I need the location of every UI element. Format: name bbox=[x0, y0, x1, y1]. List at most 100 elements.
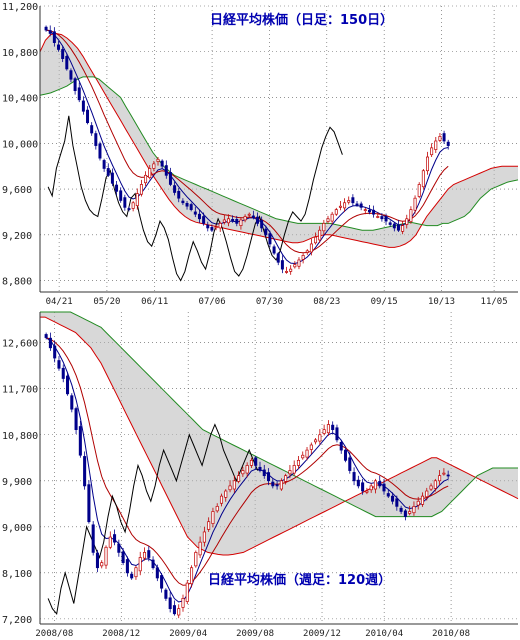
candle-down bbox=[254, 457, 258, 466]
candle-up bbox=[144, 174, 148, 184]
candle-up bbox=[247, 213, 251, 216]
daily-ichimoku-panel: 11,20010,80010,40010,0009,6009,2008,800 … bbox=[2, 2, 519, 307]
candle-up bbox=[326, 218, 330, 222]
candle-down bbox=[399, 507, 403, 512]
candle-up bbox=[301, 255, 305, 260]
candle-up bbox=[185, 582, 189, 602]
candle-down bbox=[57, 44, 61, 50]
candle-up bbox=[239, 219, 243, 226]
candle-down bbox=[197, 213, 201, 220]
x-tick-label: 2009/12 bbox=[303, 629, 341, 639]
candle-up bbox=[409, 209, 413, 222]
y-tick-label: 8,800 bbox=[2, 277, 32, 288]
candle-down bbox=[185, 202, 189, 207]
candle-down bbox=[262, 469, 266, 477]
candle-up bbox=[194, 552, 198, 567]
y-tick-label: 9,000 bbox=[2, 523, 32, 534]
daily-y-axis: 11,200 10,800 10,400 10,000 9,600 9,200 8,800 bbox=[2, 2, 41, 292]
daily-x-axis: 04/21 05/20 06/11 07/06 07/30 08/23 09/15 10/13… bbox=[40, 291, 518, 307]
candle-up bbox=[430, 147, 434, 156]
candle-up bbox=[305, 449, 309, 458]
y-tick-label: 10,800 bbox=[2, 48, 38, 59]
x-tick-label: 11/05 bbox=[481, 297, 508, 307]
candle-down bbox=[115, 184, 119, 192]
weekly-kumo-cloud bbox=[40, 311, 519, 556]
y-tick-label: 9,600 bbox=[2, 185, 32, 196]
candle-down bbox=[386, 493, 390, 497]
candle-down bbox=[331, 424, 335, 430]
candle-down bbox=[396, 224, 400, 231]
candle-down bbox=[78, 426, 82, 456]
candle-up bbox=[241, 470, 245, 475]
candle-down bbox=[352, 472, 356, 482]
candle-down bbox=[83, 456, 87, 487]
candle-up bbox=[322, 429, 326, 434]
candle-down bbox=[61, 49, 65, 59]
y-tick-label: 8,100 bbox=[2, 569, 32, 580]
candle-up bbox=[438, 475, 442, 482]
y-tick-label: 10,400 bbox=[2, 94, 38, 105]
candle-down bbox=[275, 484, 279, 487]
candle-down bbox=[181, 200, 185, 204]
candle-down bbox=[65, 55, 69, 70]
candle-up bbox=[108, 536, 112, 548]
candle-up bbox=[219, 495, 224, 504]
candle-up bbox=[279, 480, 283, 490]
x-tick-label: 2008/12 bbox=[102, 629, 140, 639]
candle-down bbox=[276, 253, 280, 263]
candle-down bbox=[256, 216, 260, 224]
candle-down bbox=[260, 220, 264, 229]
candle-down bbox=[168, 172, 172, 185]
candle-up bbox=[148, 168, 152, 178]
x-tick-label: 10/13 bbox=[428, 297, 455, 307]
candle-up bbox=[417, 184, 421, 197]
candle-down bbox=[339, 442, 343, 451]
candle-down bbox=[70, 395, 74, 410]
candle-up bbox=[365, 490, 369, 493]
candle-down bbox=[117, 543, 121, 553]
candle-up bbox=[438, 136, 442, 141]
candle-up bbox=[222, 219, 226, 223]
y-tick-label: 7,200 bbox=[2, 615, 32, 626]
candle-down bbox=[355, 203, 359, 206]
candle-up bbox=[243, 216, 247, 221]
candle-up bbox=[442, 472, 446, 475]
candle-up bbox=[227, 218, 230, 224]
candle-down bbox=[119, 190, 123, 201]
candle-up bbox=[309, 444, 313, 450]
senkou-span-b bbox=[39, 76, 519, 231]
candle-down bbox=[168, 597, 172, 610]
candle-up bbox=[224, 490, 228, 498]
candle-down bbox=[388, 222, 392, 225]
candle-down bbox=[391, 495, 395, 502]
candle-down bbox=[202, 216, 206, 224]
candle-up bbox=[318, 434, 322, 442]
candle-up bbox=[412, 506, 416, 514]
candle-up bbox=[297, 259, 301, 267]
candle-down bbox=[91, 524, 95, 553]
candle-down bbox=[147, 550, 151, 558]
candle-up bbox=[405, 218, 409, 225]
candle-down bbox=[446, 474, 450, 477]
weekly-y-axis: 12,600 11,700 10,800 9,900 9,000 8,100 7,200 bbox=[2, 312, 41, 626]
candle-down bbox=[61, 367, 65, 379]
candle-down bbox=[403, 510, 407, 517]
candle-down bbox=[173, 185, 177, 193]
candle-up bbox=[285, 271, 289, 273]
candle-up bbox=[181, 598, 185, 608]
candle-down bbox=[361, 482, 365, 492]
candle-down bbox=[65, 375, 70, 395]
daily-kumo-cloud bbox=[39, 32, 519, 248]
x-tick-label: 2008/08 bbox=[35, 629, 73, 639]
candle-down bbox=[164, 589, 168, 599]
daily-chart-title: 日経平均株価（日足：150日） bbox=[210, 12, 393, 28]
kijun-sen-line bbox=[45, 337, 449, 586]
candle-down bbox=[251, 215, 255, 218]
x-tick-label: 08/23 bbox=[313, 297, 340, 307]
candle-down bbox=[372, 209, 376, 215]
candle-up bbox=[420, 495, 425, 505]
y-tick-label: 11,700 bbox=[2, 385, 38, 396]
candle-down bbox=[177, 190, 181, 199]
candle-up bbox=[202, 531, 206, 543]
